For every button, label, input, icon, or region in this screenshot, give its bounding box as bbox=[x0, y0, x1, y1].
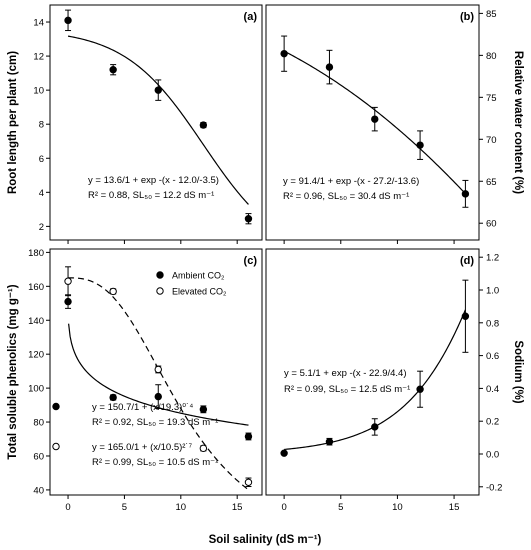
y-tick-label: 180 bbox=[28, 248, 44, 259]
fit-equation: y = 13.6/1 + exp -(x - 12.0/-3.5) bbox=[88, 175, 219, 186]
y-tick-label: 0.8 bbox=[486, 318, 499, 329]
fit-equation: y = 91.4/1 + exp -(x - 27.2/-13.6) bbox=[283, 176, 419, 187]
panel-c-frame bbox=[49, 248, 263, 496]
panel-c-elevated-data-point bbox=[244, 478, 253, 486]
y-tick-label: 4 bbox=[39, 188, 44, 199]
fit-equation: y = 5.1/1 + exp -(x - 22.9/4.4) bbox=[284, 368, 407, 379]
fit-equation: y = 165.0/1 + (x/10.5)²˙⁷ bbox=[92, 442, 193, 453]
x-tick-label: 15 bbox=[232, 502, 243, 513]
legend-marker-ambient bbox=[156, 271, 164, 279]
fit-equation: R² = 0.96, SL₅₀ = 30.4 dS m⁻¹ bbox=[283, 191, 409, 202]
legend-label-elevated: Elevated CO₂ bbox=[172, 287, 227, 297]
y-tick-label: 0.0 bbox=[486, 450, 499, 461]
y-tick-label: 75 bbox=[486, 93, 497, 104]
panel-a-data-point bbox=[154, 86, 162, 94]
panel-c-ambient-data-point bbox=[109, 393, 117, 402]
panel-d-data-point bbox=[416, 385, 424, 393]
y-tick-label: 10 bbox=[33, 86, 44, 97]
panel-a-data-point bbox=[199, 121, 208, 129]
y-tick-label: 60 bbox=[486, 219, 497, 230]
x-tick-label: 5 bbox=[338, 502, 343, 513]
panel-b-data-point bbox=[325, 63, 334, 71]
panel-b-data-point bbox=[371, 115, 379, 123]
y-axis-title: Root length per plant (cm) bbox=[7, 51, 19, 194]
equation-marker bbox=[52, 402, 60, 411]
y-tick-label: 100 bbox=[28, 384, 44, 395]
y-tick-label: 2 bbox=[39, 222, 44, 233]
x-tick-label: 10 bbox=[392, 502, 403, 513]
panel-c-elevated-data-point bbox=[109, 287, 117, 296]
panel-d-data-point bbox=[461, 312, 470, 320]
y-axis-title: Sodium (%) bbox=[512, 340, 524, 403]
panel-d-label: (d) bbox=[460, 255, 474, 267]
y-tick-label: 140 bbox=[28, 316, 44, 327]
panel-c-ambient-data-point bbox=[154, 392, 162, 401]
equation-marker bbox=[52, 442, 60, 451]
panel-b-data-point bbox=[461, 190, 470, 198]
fit-equation: R² = 0.88, SL₅₀ = 12.2 dS m⁻¹ bbox=[88, 190, 214, 201]
panel-c-elevated-data-point bbox=[154, 365, 162, 374]
fit-equation: R² = 0.99, SL₅₀ = 10.5 dS m⁻¹ bbox=[92, 457, 218, 468]
panel-b: (b) 60 65 70 75 80 85 Relative water content (%… bbox=[265, 4, 524, 244]
fit-equation: y = 150.7/1 + (x/19.3)⁰˙⁴ bbox=[92, 402, 193, 413]
x-tick-label: 5 bbox=[122, 502, 127, 513]
y-tick-label: 0.6 bbox=[486, 351, 499, 362]
panel-d-data-point bbox=[280, 449, 288, 457]
panel-c-ambient-data-point bbox=[199, 405, 208, 414]
x-tick-label: 15 bbox=[449, 502, 460, 513]
y-tick-label: 8 bbox=[39, 120, 44, 131]
y-tick-label: 65 bbox=[486, 177, 497, 188]
x-tick-label: 10 bbox=[176, 502, 187, 513]
y-tick-label: 1.0 bbox=[486, 286, 499, 297]
panel-d-data-point bbox=[325, 438, 334, 446]
legend-marker-elevated bbox=[156, 287, 164, 295]
x-axis-title: Soil salinity (dS m⁻¹) bbox=[209, 534, 322, 546]
y-tick-label: 80 bbox=[486, 51, 497, 62]
fit-equation: R² = 0.92, SL₅₀ = 19.3 dS m⁻¹ bbox=[92, 417, 218, 428]
panel-b-label: (b) bbox=[460, 11, 474, 23]
y-tick-label: 0.2 bbox=[486, 417, 499, 428]
y-tick-label: 120 bbox=[28, 350, 44, 361]
y-tick-label: -0.2 bbox=[486, 482, 502, 493]
y-axis-title: Relative water content (%) bbox=[512, 51, 524, 194]
y-tick-label: 12 bbox=[33, 52, 44, 63]
panel-c-ambient-data-point bbox=[244, 432, 253, 441]
panel-a-data-point bbox=[244, 215, 253, 223]
panel-d-data-point bbox=[371, 423, 379, 431]
panel-b-data-point bbox=[280, 49, 288, 58]
y-tick-label: 6 bbox=[39, 154, 44, 165]
y-tick-label: 160 bbox=[28, 282, 44, 293]
y-tick-label: 70 bbox=[486, 135, 497, 146]
x-tick-label: 0 bbox=[281, 502, 286, 513]
panel-a-data-point bbox=[109, 66, 117, 74]
panel-a-label: (a) bbox=[244, 11, 258, 23]
panel-b-data-point bbox=[416, 141, 424, 149]
y-tick-label: 60 bbox=[33, 451, 44, 462]
panel-a-frame bbox=[49, 4, 263, 241]
y-tick-label: 40 bbox=[33, 485, 44, 496]
panel-c-label: (c) bbox=[244, 255, 258, 267]
y-tick-label: 85 bbox=[486, 9, 497, 20]
y-tick-label: 14 bbox=[33, 18, 44, 29]
y-tick-label: 1.2 bbox=[486, 253, 499, 264]
legend-label-ambient: Ambient CO₂ bbox=[172, 271, 225, 281]
fit-equation: R² = 0.99, SL₅₀ = 12.5 dS m⁻¹ bbox=[284, 384, 410, 395]
x-tick-label: 0 bbox=[65, 502, 70, 513]
panel-d-frame bbox=[265, 248, 480, 496]
panel-a-data-point bbox=[64, 16, 72, 25]
y-axis-title: Total soluble phenolics (mg g⁻¹) bbox=[7, 284, 19, 459]
panel-c-ambient-data-point bbox=[64, 297, 72, 306]
panel-a: (a) 2 4 6 8 10 12 14 Root length per plant (cm) y… bbox=[7, 4, 263, 244]
panel-d: (d) -0.2 0.0 0.2 0.4 0.6 0.8 1.0 1.2 Sodium (%) 0 5… bbox=[265, 248, 524, 513]
panel-b-frame bbox=[265, 4, 480, 241]
y-tick-label: 80 bbox=[33, 418, 44, 429]
panel-c-elevated-data-point bbox=[64, 277, 72, 285]
y-tick-label: 0.4 bbox=[486, 384, 499, 395]
panel-c-elevated-data-point bbox=[199, 444, 208, 453]
